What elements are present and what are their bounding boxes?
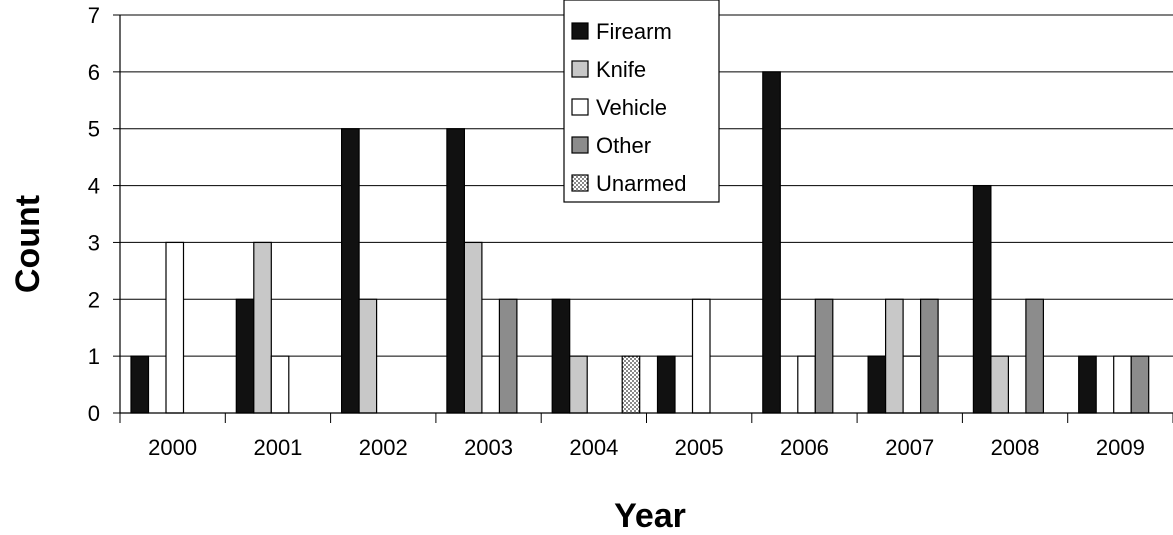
legend-swatch-firearm [571,22,589,40]
legend-label-firearm: Firearm [596,19,672,44]
legend-swatch-unarmed [571,174,589,192]
bar-firearm-2003 [446,128,465,414]
bar-firearm-2008 [972,184,992,414]
y-tick-label-5: 5 [88,117,100,142]
bar-firearm-2002 [341,128,360,414]
y-tick-label-6: 6 [88,60,100,85]
legend-swatch-vehicle [571,98,589,116]
y-tick-label-0: 0 [88,401,100,426]
bar-other-2006 [814,298,834,414]
y-tick-label-3: 3 [88,230,100,255]
bar-firearm-2001 [235,298,255,414]
bar-firearm-2006 [762,71,781,414]
bar-firearm-2007 [867,355,887,414]
bar-firearm-2000 [130,355,150,414]
x-tick-label-2002: 2002 [359,435,408,460]
bar-firearm-2004 [551,298,571,414]
bar-firearm-2009 [1078,355,1097,414]
y-tick-label-1: 1 [88,344,100,369]
bar-knife-2004 [569,355,588,414]
x-tick-label-2005: 2005 [675,435,724,460]
bar-vehicle-2009 [1113,355,1132,414]
y-tick-label-2: 2 [88,287,100,312]
x-tick-label-2003: 2003 [464,435,513,460]
x-tick-label-2004: 2004 [569,435,618,460]
bar-vehicle-2007 [902,355,922,414]
x-tick-label-2007: 2007 [885,435,934,460]
legend-swatch-knife [571,60,589,78]
x-axis-title: Year [614,497,686,535]
x-tick-label-2000: 2000 [148,435,197,460]
bar-other-2008 [1025,298,1045,414]
tick-labels: 0 1 2 3 4 5 6 7 2000 2001 2002 2003 2004 2005 2006 2007… [88,3,1145,460]
bar-vehicle-2005 [691,298,711,414]
bar-vehicle-2001 [270,355,290,414]
bar-other-2003 [498,298,518,414]
x-tick-label-2001: 2001 [253,435,302,460]
bar-other-2009 [1130,355,1150,414]
bar-unarmed-2004 [621,355,641,414]
bar-other-2007 [919,298,939,414]
x-tick-label-2008: 2008 [991,435,1040,460]
legend-label-unarmed: Unarmed [596,171,686,196]
y-tick-label-7: 7 [88,3,100,28]
y-tick-label-4: 4 [88,174,100,199]
bar-knife-2008 [990,355,1010,414]
legend-swatch-other [571,136,589,154]
bar-knife-2007 [884,298,904,414]
legend-label-knife: Knife [596,57,646,82]
bars [130,71,1150,414]
legend-label-vehicle: Vehicle [596,95,667,120]
x-tick-label-2006: 2006 [780,435,829,460]
bar-knife-2002 [358,298,378,414]
y-axis-title: Count [9,195,47,293]
legend: Firearm Knife Vehicle Other Unarmed [563,0,720,203]
bar-vehicle-2000 [165,241,185,414]
bar-knife-2001 [253,241,272,414]
legend-box [563,0,720,203]
bar-knife-2003 [463,241,483,414]
bar-firearm-2005 [656,355,676,414]
bar-vehicle-2006 [797,355,816,414]
axes [113,14,1173,423]
x-tick-label-2009: 2009 [1096,435,1145,460]
legend-label-other: Other [596,133,651,158]
